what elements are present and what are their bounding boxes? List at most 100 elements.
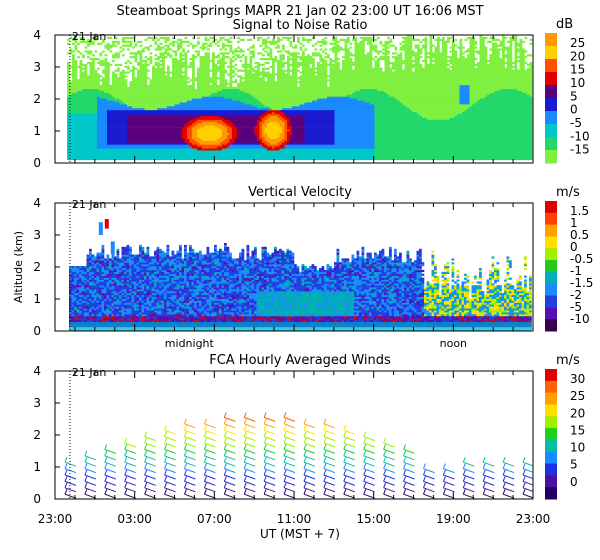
snr-cell bbox=[214, 140, 218, 143]
snr-cell bbox=[167, 75, 170, 78]
snr-cell bbox=[109, 152, 113, 155]
snr-cell bbox=[229, 60, 233, 63]
snr-cell bbox=[154, 67, 158, 70]
snr-cell bbox=[174, 146, 178, 149]
snr-cell bbox=[239, 119, 243, 122]
snr-cell bbox=[299, 98, 303, 101]
snr-cell bbox=[164, 79, 168, 82]
snr-cell bbox=[89, 129, 93, 132]
snr-cell bbox=[237, 69, 240, 72]
snr-cell bbox=[284, 138, 288, 141]
snr-cell bbox=[139, 144, 143, 147]
snr-cell bbox=[237, 88, 240, 91]
snr-cell bbox=[222, 73, 225, 76]
snr-cell bbox=[197, 132, 200, 136]
snr-cell bbox=[84, 75, 88, 78]
snr-cell bbox=[119, 88, 123, 91]
snr-cell bbox=[142, 129, 145, 132]
snr-cell bbox=[234, 150, 238, 153]
snr-cell bbox=[122, 123, 125, 126]
snr-cell bbox=[79, 142, 83, 145]
snr-cell bbox=[202, 81, 205, 84]
snr-cell bbox=[84, 108, 88, 111]
snr-cell bbox=[302, 132, 305, 136]
snr-cell bbox=[212, 156, 215, 159]
snr-cell bbox=[144, 108, 148, 111]
snr-cell bbox=[209, 142, 213, 145]
snr-cell bbox=[139, 54, 143, 57]
snr-cell bbox=[144, 90, 148, 93]
snr-cell bbox=[192, 65, 195, 68]
snr-cell bbox=[177, 134, 180, 137]
snr-cell bbox=[122, 111, 125, 114]
snr-cell bbox=[219, 127, 223, 130]
snr-cell bbox=[274, 136, 278, 139]
snr-cell bbox=[259, 148, 263, 151]
snr-cell bbox=[174, 123, 178, 126]
snr-cell bbox=[179, 73, 183, 76]
snr-cell bbox=[292, 109, 295, 113]
snr-cell bbox=[72, 81, 75, 84]
snr-cell bbox=[254, 150, 258, 153]
snr-cell bbox=[134, 131, 138, 134]
snr-cell bbox=[192, 123, 195, 126]
snr-cell bbox=[109, 96, 113, 99]
snr-cell bbox=[92, 131, 95, 134]
snr-cell bbox=[297, 121, 300, 124]
snr-cell bbox=[94, 125, 98, 128]
snr-cell bbox=[289, 42, 293, 45]
snr-cell bbox=[179, 42, 183, 45]
snr-cell bbox=[167, 111, 170, 114]
snr-cell bbox=[257, 115, 260, 118]
snr-cell bbox=[227, 119, 230, 122]
snr-cell bbox=[152, 96, 155, 99]
snr-cell bbox=[112, 77, 115, 80]
snr-cell bbox=[67, 73, 70, 76]
snr-cell bbox=[209, 90, 213, 93]
snr-cell bbox=[234, 81, 238, 84]
snr-cell bbox=[109, 86, 113, 89]
snr-cell bbox=[144, 88, 148, 91]
snr-cell bbox=[207, 106, 210, 109]
snr-cell bbox=[192, 84, 195, 88]
snr-cell bbox=[197, 94, 200, 97]
snr-cell bbox=[102, 113, 105, 116]
snr-cell bbox=[239, 104, 243, 107]
snr-cell bbox=[144, 109, 148, 113]
snr-cell bbox=[144, 75, 148, 78]
snr-cell bbox=[154, 73, 158, 76]
snr-cell bbox=[207, 100, 210, 103]
snr-cell bbox=[92, 69, 95, 72]
snr-cell bbox=[72, 144, 75, 147]
snr-cell bbox=[94, 75, 98, 78]
snr-cell bbox=[179, 92, 183, 95]
snr-cell bbox=[299, 83, 303, 86]
snr-cell bbox=[182, 104, 185, 107]
snr-cell bbox=[262, 146, 265, 149]
snr-cell bbox=[79, 131, 83, 134]
snr-cell bbox=[267, 46, 270, 49]
snr-cell bbox=[137, 113, 140, 116]
snr-cell bbox=[67, 117, 70, 120]
snr-cell bbox=[67, 152, 70, 155]
snr-cell bbox=[132, 156, 135, 159]
snr-cell bbox=[267, 150, 270, 153]
snr-cell bbox=[182, 50, 185, 53]
snr-cell bbox=[182, 58, 185, 61]
snr-cell bbox=[77, 111, 80, 114]
snr-cell bbox=[97, 42, 100, 45]
snr-title: Signal to Noise Ratio bbox=[233, 18, 368, 33]
snr-cell bbox=[152, 77, 155, 80]
snr-cell bbox=[224, 152, 228, 155]
snr-cell bbox=[239, 146, 243, 149]
snr-cell bbox=[222, 100, 225, 103]
snr-cell bbox=[189, 42, 193, 45]
snr-cell bbox=[72, 77, 75, 80]
snr-cell bbox=[174, 156, 178, 159]
snr-cell bbox=[239, 132, 243, 136]
snr-cell bbox=[214, 81, 218, 84]
snr-cell bbox=[159, 125, 163, 128]
snr-cell bbox=[259, 83, 263, 86]
snr-cell bbox=[274, 117, 278, 120]
snr-cell bbox=[259, 119, 263, 122]
